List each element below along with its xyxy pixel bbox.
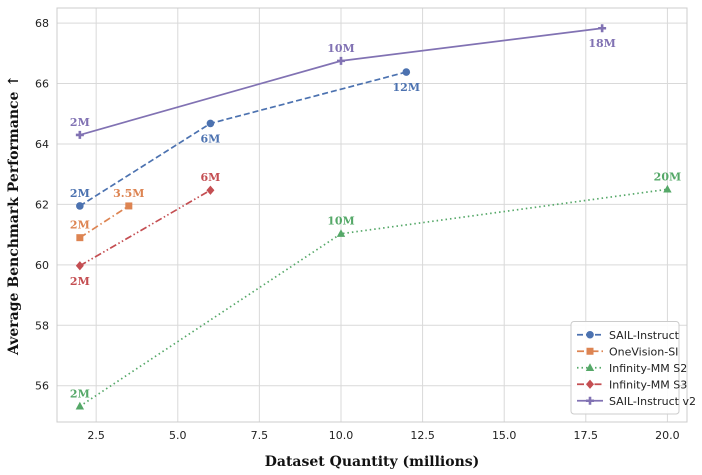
legend-item: OneVision-SI [577, 345, 678, 358]
series-sail-instruct [76, 68, 411, 210]
legend-label: Infinity-MM S3 [609, 378, 687, 391]
data-label: 3.5M [113, 187, 144, 200]
data-label: 20M [654, 170, 681, 183]
y-axis-title: Average Benchmark Performance ↑ [6, 75, 22, 356]
legend-label: SAIL-Instruct [609, 329, 680, 342]
y-axis: 56 58 60 62 64 66 68 [35, 17, 49, 393]
data-point [402, 68, 411, 76]
plot-frame [56, 7, 688, 423]
series-line [79, 188, 668, 407]
data-label: 2M [70, 275, 90, 288]
x-tick-label: 20.0 [655, 429, 680, 442]
series-infinity-mm-s2 [75, 184, 672, 410]
legend-label: SAIL-Instruct v2 [609, 395, 696, 408]
data-point [336, 56, 345, 65]
y-tick-label: 58 [35, 319, 49, 332]
data-label: 12M [393, 81, 420, 94]
x-tick-label: 17.5 [574, 429, 599, 442]
data-point [598, 24, 607, 33]
legend-marker [586, 396, 594, 405]
data-point [75, 401, 85, 410]
data-point [336, 229, 346, 237]
legend-item: SAIL-Instruct v2 [577, 395, 696, 408]
data-point [76, 234, 84, 242]
series-sail-instruct-v2 [75, 24, 607, 139]
series-infinity-mm-s3 [75, 185, 215, 271]
data-label: 6M [200, 132, 220, 145]
x-tick-label: 2.5 [87, 429, 105, 442]
x-tick-label: 12.5 [410, 429, 435, 442]
legend-item: Infinity-MM S3 [577, 378, 687, 391]
data-label: 2M [70, 387, 90, 400]
data-point [206, 119, 215, 128]
legend-box [570, 321, 680, 415]
series-line [79, 205, 130, 239]
legend-item: Infinity-MM S2 [577, 362, 687, 375]
x-tick-label: 7.5 [251, 429, 269, 442]
data-point [125, 202, 133, 210]
data-label: 2M [70, 187, 90, 200]
y-tick-label: 68 [35, 17, 49, 30]
legend-marker [585, 363, 595, 371]
grid [57, 8, 687, 422]
y-tick-label: 60 [35, 259, 49, 272]
legend-item: SAIL-Instruct [577, 329, 680, 342]
legend-label: OneVision-SI [609, 345, 678, 358]
legend-marker [586, 347, 594, 355]
y-tick-label: 64 [35, 138, 49, 151]
data-point [663, 184, 672, 193]
legend: SAIL-Instruct OneVision-SI Infinity-MM S2 I… [570, 321, 696, 415]
point-labels: 2M 6M 12M 2M 3.5M 2M 10M 20M 2M 6M 2M 10M 18M [70, 37, 681, 400]
x-tick-label: 10.0 [329, 429, 354, 442]
data-point [76, 202, 84, 210]
x-axis-title: Dataset Quantity (millions) [265, 454, 480, 470]
y-tick-label: 62 [35, 198, 49, 211]
y-tick-label: 66 [35, 78, 49, 91]
series-group [75, 24, 672, 410]
legend-marker [586, 379, 594, 389]
series-line [79, 189, 211, 267]
x-axis: 2.5 5.0 7.5 10.0 12.5 15.0 17.5 20.0 [87, 429, 679, 442]
data-label: 2M [70, 116, 90, 129]
x-tick-label: 15.0 [492, 429, 517, 442]
data-point [206, 185, 215, 195]
data-label: 18M [588, 37, 615, 50]
series-onevision-si [76, 202, 133, 242]
x-tick-label: 5.0 [169, 429, 187, 442]
data-label: 2M [70, 219, 90, 232]
y-tick-label: 56 [35, 380, 49, 393]
data-point [75, 261, 84, 271]
legend-marker [586, 330, 594, 339]
data-label: 10M [327, 42, 354, 55]
data-label: 6M [200, 171, 220, 184]
series-line [79, 71, 407, 207]
legend-label: Infinity-MM S2 [609, 362, 687, 375]
data-label: 10M [327, 215, 354, 228]
data-point [75, 130, 84, 139]
